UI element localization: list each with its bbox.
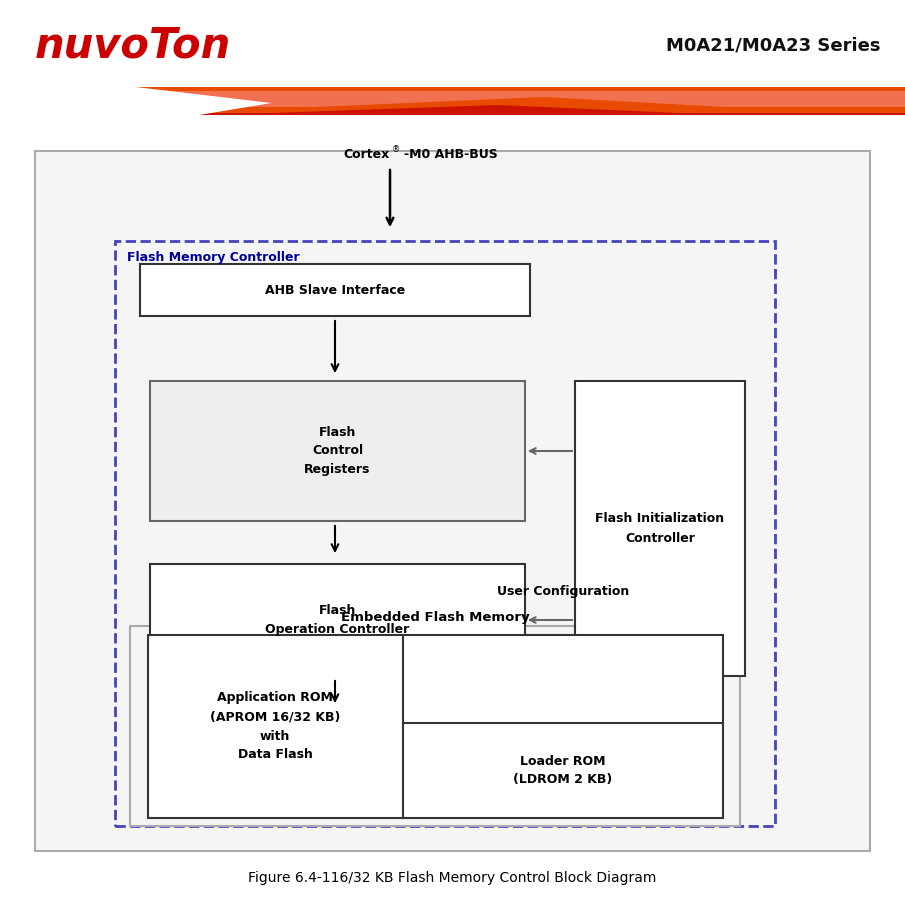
Text: Flash
Operation Controller: Flash Operation Controller [265, 604, 410, 636]
Text: M0A21/M0A23 Series: M0A21/M0A23 Series [665, 36, 880, 54]
Text: -M0 AHB-BUS: -M0 AHB-BUS [404, 149, 498, 161]
Text: Flash Memory Controller: Flash Memory Controller [127, 251, 300, 264]
Text: Embedded Flash Memory: Embedded Flash Memory [340, 612, 529, 624]
Polygon shape [0, 87, 272, 115]
Bar [130, 626, 740, 826]
Text: User Configuration: User Configuration [497, 584, 629, 597]
Text: AHB Slave Interface: AHB Slave Interface [265, 284, 405, 296]
Bar [575, 381, 745, 676]
Polygon shape [0, 87, 905, 113]
Bar [150, 564, 525, 676]
Bar [148, 635, 723, 818]
Text: Flash Initialization
Controller: Flash Initialization Controller [595, 513, 725, 545]
Bar [115, 241, 775, 826]
Text: Figure 6.4-116/32 KB Flash Memory Control Block Diagram: Figure 6.4-116/32 KB Flash Memory Contro… [248, 871, 657, 885]
Bar [150, 381, 525, 521]
Bar [140, 264, 530, 316]
Text: Loader ROM
(LDROM 2 KB): Loader ROM (LDROM 2 KB) [513, 755, 613, 786]
Text: Cortex: Cortex [344, 149, 390, 161]
Text: Flash
Control
Registers: Flash Control Registers [304, 426, 371, 477]
Text: Application ROM
(APROM 16/32 KB)
with
Data Flash: Application ROM (APROM 16/32 KB) with Da… [210, 691, 340, 762]
Text: nuvoTon: nuvoTon [35, 24, 232, 66]
Text: ®: ® [392, 146, 400, 155]
Bar [35, 151, 870, 851]
Polygon shape [0, 91, 905, 107]
Bar [0, 87, 905, 115]
